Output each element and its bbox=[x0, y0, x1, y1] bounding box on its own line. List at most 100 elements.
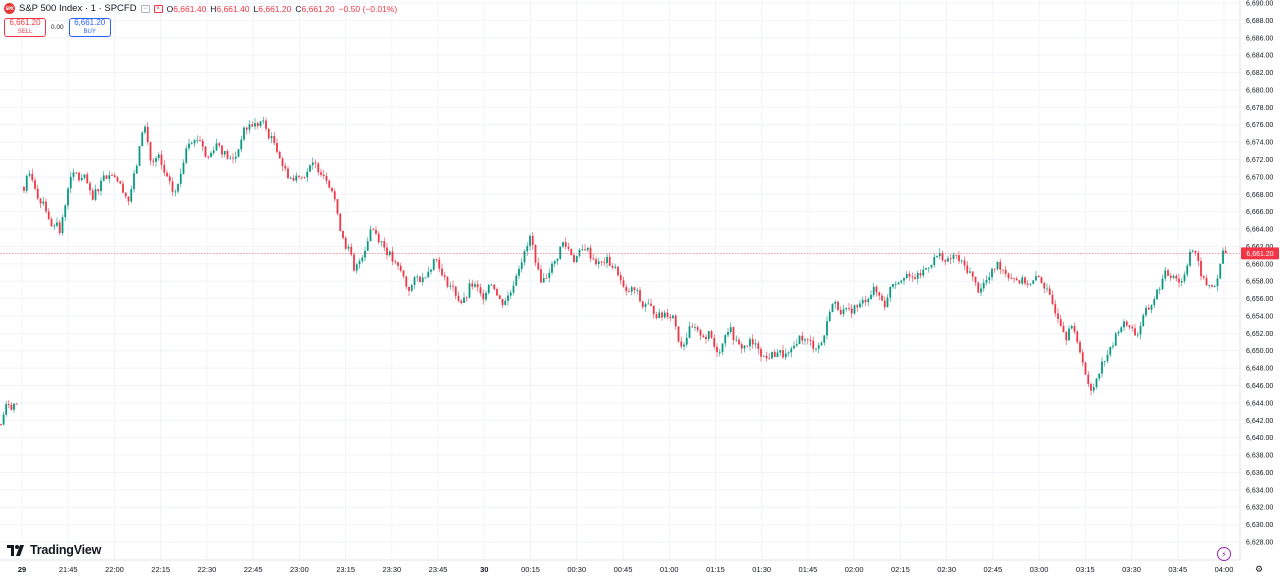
time-tick-label: 03:15 bbox=[1076, 565, 1095, 574]
candle-body bbox=[267, 128, 270, 139]
candle-body bbox=[190, 143, 193, 145]
candle-body bbox=[534, 244, 537, 263]
candle-body bbox=[80, 177, 83, 181]
candle-body bbox=[344, 237, 347, 249]
candle-body bbox=[342, 230, 344, 238]
candle-body bbox=[1048, 288, 1051, 295]
candle-body bbox=[1103, 361, 1106, 362]
candle-body bbox=[743, 345, 746, 349]
candle-body bbox=[300, 176, 303, 178]
candle-body bbox=[936, 256, 938, 258]
price-tick-label: 6,646.00 bbox=[1246, 383, 1273, 390]
candle-body bbox=[570, 249, 573, 256]
change-value: −0.50 (−0.01%) bbox=[338, 3, 398, 14]
candle-body bbox=[498, 295, 501, 300]
candle-body bbox=[229, 157, 232, 159]
candle-body bbox=[666, 312, 669, 317]
candle-body bbox=[185, 148, 188, 163]
time-tick-label: 00:45 bbox=[614, 565, 633, 574]
candle-body bbox=[1018, 280, 1021, 284]
candle-body bbox=[471, 283, 474, 287]
candle-body bbox=[826, 321, 828, 336]
candle-body bbox=[457, 295, 460, 301]
candle-body bbox=[661, 312, 663, 318]
candle-body bbox=[1043, 282, 1046, 289]
price-tick-label: 6,676.00 bbox=[1246, 122, 1273, 129]
candle-body bbox=[881, 295, 883, 301]
candle-body bbox=[416, 276, 419, 278]
candle-body bbox=[801, 335, 804, 341]
candle-body bbox=[10, 404, 13, 410]
candle-body bbox=[124, 192, 127, 197]
candle-body bbox=[782, 350, 784, 358]
candle-body bbox=[127, 196, 130, 202]
tradingview-logo[interactable]: TradingView bbox=[7, 543, 101, 557]
candle-body bbox=[72, 172, 75, 177]
candle-body bbox=[564, 242, 567, 247]
candle-body bbox=[361, 257, 364, 262]
candle-body bbox=[982, 282, 985, 289]
candle-body bbox=[320, 172, 322, 175]
symbol-legend: SPX S&P 500 Index · 1 · SPCFD − × O6,661… bbox=[4, 3, 397, 14]
candle-body bbox=[372, 229, 375, 231]
candle-body bbox=[226, 151, 229, 159]
candle-body bbox=[50, 219, 53, 227]
candle-body bbox=[284, 166, 287, 169]
candle-body bbox=[306, 171, 309, 178]
candle-body bbox=[221, 145, 223, 155]
time-tick-label: 02:45 bbox=[983, 565, 1002, 574]
candle-body bbox=[408, 286, 410, 291]
price-tick-label: 6,658.00 bbox=[1246, 279, 1273, 286]
lightning-icon[interactable]: ⚡ bbox=[1217, 547, 1231, 561]
candle-body bbox=[366, 241, 369, 251]
candle-body bbox=[1079, 342, 1081, 353]
last-price-label: 6,661.20 bbox=[1241, 247, 1279, 260]
candle-body bbox=[793, 345, 795, 349]
candle-body bbox=[735, 339, 738, 341]
candle-body bbox=[691, 326, 694, 328]
buy-button[interactable]: 6,661.20 BUY bbox=[68, 18, 111, 37]
candle-body bbox=[1021, 277, 1024, 284]
candle-body bbox=[476, 284, 479, 288]
candle-body bbox=[908, 273, 911, 277]
candle-body bbox=[215, 143, 218, 151]
candle-body bbox=[465, 297, 468, 299]
symbol-title[interactable]: S&P 500 Index · 1 · SPCFD bbox=[19, 3, 137, 14]
candle-body bbox=[443, 275, 446, 277]
price-tick-label: 6,686.00 bbox=[1246, 35, 1273, 42]
candle-body bbox=[45, 201, 47, 212]
sell-button[interactable]: 6,661.20 SELL bbox=[4, 18, 46, 37]
candle-body bbox=[1150, 305, 1153, 310]
price-tick-label: 6,652.00 bbox=[1246, 331, 1273, 338]
candle-body bbox=[1112, 345, 1114, 347]
time-tick-label: 22:45 bbox=[244, 565, 263, 574]
price-tick-label: 6,678.00 bbox=[1246, 105, 1273, 112]
candle-body bbox=[754, 343, 757, 345]
time-tick-label: 01:30 bbox=[752, 565, 771, 574]
candle-body bbox=[595, 259, 597, 265]
candle-body bbox=[870, 294, 872, 299]
candle-body bbox=[1216, 278, 1219, 287]
candle-body bbox=[889, 287, 892, 298]
candle-body bbox=[430, 269, 432, 272]
candle-body bbox=[886, 297, 889, 308]
candle-body bbox=[567, 246, 570, 250]
candle-body bbox=[39, 198, 42, 204]
candle-body bbox=[146, 126, 149, 143]
candle-body bbox=[641, 301, 644, 307]
candle-body bbox=[795, 344, 798, 346]
close-icon[interactable]: × bbox=[153, 4, 163, 13]
candle-body bbox=[78, 172, 80, 181]
candle-body bbox=[960, 260, 963, 262]
gear-icon[interactable]: ⚙ bbox=[1255, 565, 1264, 575]
candle-body bbox=[993, 268, 996, 270]
minus-icon[interactable]: − bbox=[140, 4, 150, 13]
candle-body bbox=[663, 312, 666, 318]
candle-body bbox=[586, 247, 589, 251]
candle-body bbox=[644, 304, 647, 307]
candle-body bbox=[1117, 331, 1120, 334]
candle-body bbox=[581, 249, 584, 251]
candle-body bbox=[938, 252, 941, 257]
candle-body bbox=[515, 275, 518, 286]
